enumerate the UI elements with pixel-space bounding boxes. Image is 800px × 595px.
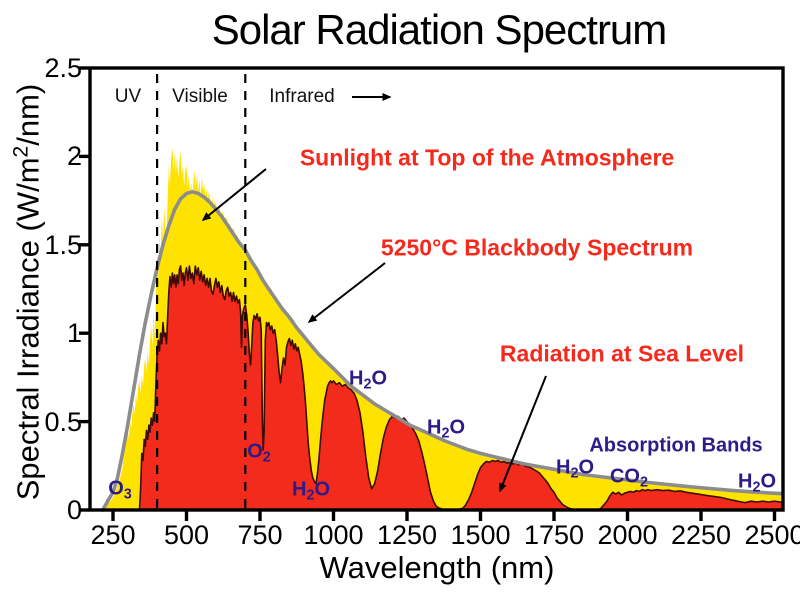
formula-subscript: 2 — [441, 425, 450, 442]
formula-text: H — [291, 478, 307, 501]
x-tick-label-2000: 2000 — [597, 520, 658, 550]
absorption-bands-label: Absorption Bands — [589, 434, 763, 457]
formula-subscript: 2 — [306, 487, 315, 504]
formula-text: CO — [609, 465, 640, 488]
formula-text: H — [348, 367, 364, 390]
formula-text: H — [737, 470, 753, 493]
blackbody-annotation-arrow — [307, 262, 386, 323]
toa-annotation-arrow — [201, 168, 267, 221]
x-tick-label-500: 500 — [163, 520, 210, 550]
formula-text: H — [426, 416, 442, 439]
molecule-label-h2o-1130: H2O — [349, 368, 387, 393]
x-tick-label-1000: 1000 — [303, 520, 364, 550]
visible-region-label: Visible — [172, 86, 228, 107]
formula-text: O — [371, 367, 388, 390]
molecule-label-o2: O2 — [247, 441, 271, 466]
formula-text: H — [555, 456, 571, 479]
molecule-label-h2o-2500: H2O — [738, 471, 776, 496]
molecule-label-h2o-1870: H2O — [556, 457, 594, 482]
formula-text: O — [578, 456, 595, 479]
x-tick-label-250: 250 — [90, 520, 136, 550]
y-tick-label-0: 0 — [66, 495, 82, 525]
x-tick-label-1250: 1250 — [376, 520, 438, 550]
formula-subscript: 2 — [639, 474, 649, 491]
formula-subscript: 2 — [570, 465, 579, 482]
x-tick-label-750: 750 — [237, 520, 283, 550]
y-tick-label-0.5: 0.5 — [44, 406, 82, 437]
y-tick-label-2: 2 — [66, 141, 82, 172]
formula-text: O — [247, 440, 263, 463]
sea-level-spectrum-area — [139, 266, 783, 510]
molecule-label-h2o-1380: H2O — [427, 417, 465, 442]
y-tick-label-2.5: 2.5 — [44, 53, 82, 83]
chart-title: Solar Radiation Spectrum — [211, 6, 668, 53]
x-tick-label-2250: 2250 — [670, 520, 732, 550]
annotation-arrows — [201, 93, 547, 493]
formula-text: O — [314, 478, 331, 501]
y-tick-label-1: 1 — [66, 318, 82, 349]
blackbody-curve — [100, 190, 785, 512]
formula-subscript: 2 — [262, 449, 271, 466]
formula-subscript: 3 — [123, 486, 132, 503]
plot-border — [88, 66, 785, 512]
formula-text: O — [449, 416, 466, 439]
molecule-label-co2: CO2 — [610, 466, 648, 491]
formula-text: O — [108, 477, 124, 500]
x-tick-label-1500: 1500 — [450, 520, 511, 550]
molecule-label-o3: O3 — [108, 478, 132, 503]
infrared-region-label: Infrared — [269, 86, 335, 107]
sea-annotation-arrow — [499, 375, 547, 493]
x-tick-label-1750: 1750 — [523, 520, 585, 550]
blackbody-annotation: 5250°C Blackbody Spectrum — [380, 234, 694, 261]
sea-level-annotation: Radiation at Sea Level — [499, 340, 745, 367]
x-tick-label-2500: 2500 — [744, 520, 800, 550]
x-axis-title: Wavelength (nm) — [319, 550, 555, 585]
y-axis-title-post: /nm) — [10, 83, 46, 146]
formula-subscript: 2 — [752, 479, 761, 496]
formula-text: O — [760, 470, 777, 493]
uv-region-label: UV — [114, 86, 142, 107]
toa-annotation: Sunlight at Top of the Atmosphere — [299, 144, 675, 171]
y-tick-label-1.5: 1.5 — [44, 229, 82, 260]
formula-subscript: 2 — [363, 376, 372, 393]
spectral-region-boundaries — [156, 74, 247, 510]
axis-ticks — [79, 66, 777, 521]
molecule-label-h2o-940: H2O — [292, 479, 330, 504]
